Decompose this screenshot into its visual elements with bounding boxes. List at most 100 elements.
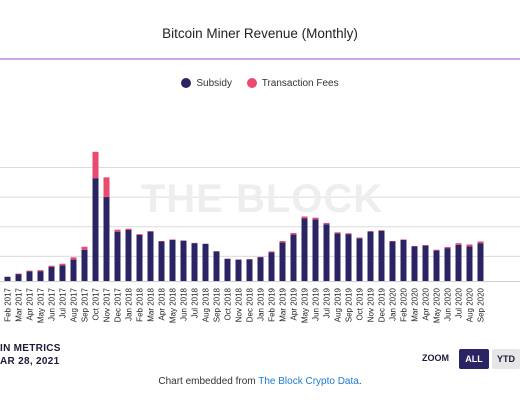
x-tick-label: Oct 2018 <box>224 287 233 320</box>
bar-subsidy[interactable] <box>81 249 88 281</box>
bar-transaction-fees[interactable] <box>279 241 286 243</box>
bar-subsidy[interactable] <box>224 258 231 281</box>
bar-subsidy[interactable] <box>169 239 176 281</box>
bar-subsidy[interactable] <box>389 241 396 281</box>
x-tick-label: Nov 2018 <box>235 287 244 322</box>
bar-transaction-fees[interactable] <box>334 232 341 234</box>
bar-transaction-fees[interactable] <box>323 222 330 225</box>
bar-transaction-fees[interactable] <box>147 230 154 232</box>
bar-transaction-fees[interactable] <box>444 246 451 249</box>
bar-transaction-fees[interactable] <box>455 243 462 245</box>
x-axis-ticks: Feb 2017 Mar 2017 Apr 2017 May 2017 Jun 2017… <box>4 287 486 323</box>
bar-transaction-fees[interactable] <box>367 230 374 232</box>
bar-subsidy[interactable] <box>444 248 451 281</box>
bar-transaction-fees[interactable] <box>345 233 352 235</box>
x-tick-label: Apr 2020 <box>422 287 431 320</box>
bar-subsidy[interactable] <box>48 267 55 281</box>
bar-subsidy[interactable] <box>334 233 341 281</box>
bar-subsidy[interactable] <box>59 265 66 281</box>
x-tick-label: Feb 2019 <box>268 287 277 321</box>
bar-subsidy[interactable] <box>312 219 319 281</box>
bar-subsidy[interactable] <box>323 224 330 281</box>
bar-subsidy[interactable] <box>279 242 286 281</box>
bar-transaction-fees[interactable] <box>103 177 110 198</box>
bar-transaction-fees[interactable] <box>312 217 319 220</box>
bar-transaction-fees[interactable] <box>422 244 429 246</box>
bar-transaction-fees[interactable] <box>125 228 132 230</box>
title-divider <box>0 58 520 60</box>
x-tick-label: May 2019 <box>301 287 310 323</box>
bar-transaction-fees[interactable] <box>92 151 99 179</box>
bar-subsidy[interactable] <box>477 243 484 281</box>
bar-transaction-fees[interactable] <box>48 265 55 268</box>
bar-subsidy[interactable] <box>136 234 143 281</box>
bar-transaction-fees[interactable] <box>268 251 275 253</box>
x-tick-label: Aug 2019 <box>334 287 343 322</box>
bar-subsidy[interactable] <box>158 241 165 281</box>
bar-transaction-fees[interactable] <box>356 237 363 239</box>
bar-subsidy[interactable] <box>345 234 352 281</box>
bar-subsidy[interactable] <box>257 257 264 281</box>
bar-subsidy[interactable] <box>213 251 220 281</box>
x-tick-label: Jul 2018 <box>191 287 200 318</box>
bar-transaction-fees[interactable] <box>81 246 88 250</box>
bar-subsidy[interactable] <box>4 276 11 281</box>
watermark: THE BLOCK <box>141 177 383 221</box>
bar-transaction-fees[interactable] <box>477 241 484 244</box>
bar-transaction-fees[interactable] <box>26 270 33 272</box>
bar-transaction-fees[interactable] <box>37 270 44 272</box>
bar-subsidy[interactable] <box>92 178 99 281</box>
bar-subsidy[interactable] <box>356 238 363 281</box>
x-tick-label: Aug 2017 <box>70 287 79 322</box>
bar-subsidy[interactable] <box>103 197 110 281</box>
bar-subsidy[interactable] <box>125 229 132 281</box>
bar-subsidy[interactable] <box>268 252 275 281</box>
bar-subsidy[interactable] <box>246 259 253 281</box>
x-tick-label: Mar 2019 <box>279 287 288 321</box>
bar-subsidy[interactable] <box>411 246 418 281</box>
bar-transaction-fees[interactable] <box>59 263 66 266</box>
bar-transaction-fees[interactable] <box>114 229 121 232</box>
bar-subsidy[interactable] <box>147 231 154 281</box>
bar-subsidy[interactable] <box>202 243 209 281</box>
bar-subsidy[interactable] <box>378 230 385 281</box>
bar-subsidy[interactable] <box>26 271 33 281</box>
bar-subsidy[interactable] <box>290 234 297 281</box>
legend-item-fees[interactable]: Transaction Fees <box>246 78 339 89</box>
bar-subsidy[interactable] <box>37 271 44 281</box>
bar-subsidy[interactable] <box>301 218 308 281</box>
x-tick-label: Sep 2020 <box>477 287 486 322</box>
bar-subsidy[interactable] <box>15 274 22 281</box>
x-tick-label: Jun 2017 <box>48 287 57 320</box>
x-tick-label: Jul 2020 <box>455 287 464 318</box>
x-tick-label: May 2018 <box>169 287 178 323</box>
bar-subsidy[interactable] <box>114 231 121 281</box>
bar-transaction-fees[interactable] <box>301 216 308 219</box>
legend-item-subsidy[interactable]: Subsidy <box>181 78 232 89</box>
bar-transaction-fees[interactable] <box>70 257 77 260</box>
x-tick-label: Nov 2017 <box>103 287 112 322</box>
bar-subsidy[interactable] <box>191 243 198 281</box>
bar-transaction-fees[interactable] <box>466 244 473 247</box>
x-tick-label: Aug 2018 <box>202 287 211 322</box>
bar-subsidy[interactable] <box>180 240 187 281</box>
bar-transaction-fees[interactable] <box>290 232 297 235</box>
x-tick-label: Dec 2018 <box>246 287 255 322</box>
zoom-ytd-button[interactable]: YTD <box>492 349 520 369</box>
footer-link[interactable]: The Block Crypto Data <box>258 376 359 387</box>
bar-transaction-fees[interactable] <box>433 249 440 251</box>
bar-subsidy[interactable] <box>400 239 407 281</box>
zoom-all-button[interactable]: ALL <box>459 349 489 369</box>
bar-subsidy[interactable] <box>455 244 462 281</box>
bar-subsidy[interactable] <box>433 250 440 281</box>
bar-subsidy[interactable] <box>422 245 429 281</box>
bar-subsidy[interactable] <box>70 259 77 281</box>
legend-label-subsidy: Subsidy <box>196 78 232 89</box>
bar-subsidy[interactable] <box>367 231 374 281</box>
x-tick-label: Jun 2018 <box>180 287 189 320</box>
bar-subsidy[interactable] <box>466 246 473 281</box>
bar-transaction-fees[interactable] <box>378 230 385 231</box>
bar-subsidy[interactable] <box>235 259 242 281</box>
bar-transaction-fees[interactable] <box>136 234 143 235</box>
